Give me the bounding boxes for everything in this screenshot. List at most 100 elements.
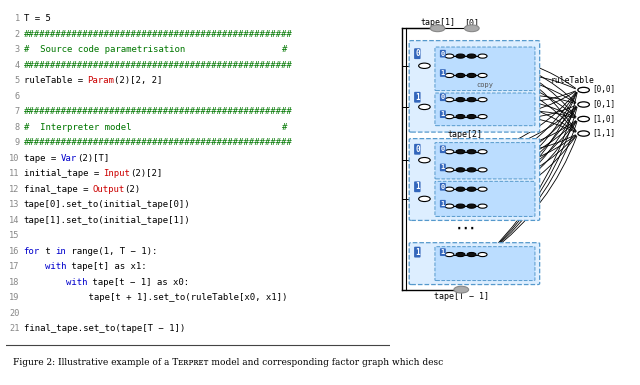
Text: tape =: tape = <box>24 154 61 163</box>
FancyBboxPatch shape <box>435 142 535 179</box>
Text: (2)[2]: (2)[2] <box>130 169 162 178</box>
Text: 12: 12 <box>10 185 20 194</box>
Text: 13: 13 <box>10 200 20 209</box>
Text: 8: 8 <box>15 123 20 132</box>
Circle shape <box>478 253 487 256</box>
Text: copy: copy <box>476 82 493 87</box>
Text: tape[t + 1].set_to(ruleTable[x0, x1]): tape[t + 1].set_to(ruleTable[x0, x1]) <box>24 293 287 302</box>
Circle shape <box>454 286 468 293</box>
Text: ⋯: ⋯ <box>456 218 475 238</box>
Circle shape <box>467 115 476 119</box>
Circle shape <box>478 168 487 172</box>
Text: tape[2]: tape[2] <box>448 130 483 139</box>
Text: T = 5: T = 5 <box>24 15 51 23</box>
Text: 18: 18 <box>10 278 20 287</box>
FancyBboxPatch shape <box>435 93 535 126</box>
Text: 3: 3 <box>15 45 20 54</box>
Circle shape <box>467 98 476 102</box>
Text: 21: 21 <box>10 324 20 333</box>
Circle shape <box>456 74 465 77</box>
Text: range(1, T − 1):: range(1, T − 1): <box>66 247 157 256</box>
Text: 1: 1 <box>441 70 445 76</box>
Text: Figure 2: Illustrative example of a Tᴇʀᴘʀᴇᴛ model and corresponding factor graph: Figure 2: Illustrative example of a Tᴇʀᴘ… <box>13 358 443 367</box>
Circle shape <box>430 25 445 32</box>
Text: final_tape.set_to(tape[T − 1]): final_tape.set_to(tape[T − 1]) <box>24 324 185 333</box>
Text: initial_tape =: initial_tape = <box>24 169 104 178</box>
Text: [0,0]: [0,0] <box>592 85 615 94</box>
Text: Param: Param <box>87 77 114 85</box>
Circle shape <box>467 74 476 77</box>
Circle shape <box>456 168 465 172</box>
FancyBboxPatch shape <box>435 47 535 90</box>
Text: tape[0].set_to(initial_tape[0]): tape[0].set_to(initial_tape[0]) <box>24 200 190 209</box>
Text: 16: 16 <box>10 247 20 256</box>
Text: 4: 4 <box>15 61 20 70</box>
Text: with: with <box>45 262 67 271</box>
Text: 2: 2 <box>15 30 20 39</box>
Circle shape <box>456 187 465 191</box>
Text: 20: 20 <box>10 309 20 318</box>
Circle shape <box>445 115 454 119</box>
Text: 1: 1 <box>441 249 445 255</box>
Text: Var: Var <box>61 154 77 163</box>
Text: 17: 17 <box>10 262 20 271</box>
Text: 6: 6 <box>15 92 20 101</box>
Text: 0: 0 <box>415 49 420 58</box>
Text: 1: 1 <box>441 111 445 117</box>
Text: 1: 1 <box>15 15 20 23</box>
Circle shape <box>445 253 454 256</box>
Circle shape <box>456 204 465 208</box>
Circle shape <box>419 104 430 110</box>
Circle shape <box>478 150 487 154</box>
Circle shape <box>445 98 454 102</box>
Circle shape <box>578 102 589 107</box>
Circle shape <box>478 115 487 119</box>
Circle shape <box>578 116 589 122</box>
Text: Output: Output <box>93 185 125 194</box>
Circle shape <box>456 54 465 58</box>
Text: 1: 1 <box>415 248 420 257</box>
Circle shape <box>456 115 465 119</box>
Circle shape <box>419 63 430 69</box>
Circle shape <box>478 54 487 58</box>
Circle shape <box>478 204 487 208</box>
Text: [0]: [0] <box>464 18 479 27</box>
FancyBboxPatch shape <box>409 40 540 132</box>
Circle shape <box>578 87 589 93</box>
Circle shape <box>456 150 465 154</box>
Circle shape <box>445 74 454 77</box>
Text: 19: 19 <box>10 293 20 302</box>
Circle shape <box>445 204 454 208</box>
Text: 9: 9 <box>15 138 20 147</box>
Text: ruleTable =: ruleTable = <box>24 77 88 85</box>
Circle shape <box>578 131 589 136</box>
Text: t: t <box>40 247 56 256</box>
Circle shape <box>467 187 476 191</box>
Text: [1,1]: [1,1] <box>592 129 615 138</box>
Text: 7: 7 <box>15 107 20 116</box>
Circle shape <box>467 253 476 256</box>
Text: final_tape =: final_tape = <box>24 185 93 194</box>
Text: ##################################################: ########################################… <box>24 138 292 147</box>
Circle shape <box>419 157 430 163</box>
Circle shape <box>467 54 476 58</box>
Text: ruleTable: ruleTable <box>550 76 595 85</box>
Text: 0: 0 <box>441 146 445 152</box>
FancyBboxPatch shape <box>409 243 540 285</box>
Text: tape[T − 1]: tape[T − 1] <box>434 292 489 301</box>
Text: (2)[T]: (2)[T] <box>77 154 109 163</box>
Circle shape <box>445 187 454 191</box>
Circle shape <box>467 150 476 154</box>
FancyBboxPatch shape <box>409 139 540 221</box>
Text: [0,1]: [0,1] <box>592 100 615 109</box>
Text: 10: 10 <box>10 154 20 163</box>
Text: 14: 14 <box>10 216 20 225</box>
Text: #  Interpreter model                            #: # Interpreter model # <box>24 123 287 132</box>
Text: 1: 1 <box>441 164 445 171</box>
Text: ##################################################: ########################################… <box>24 107 292 116</box>
Text: in: in <box>56 247 66 256</box>
Text: 0: 0 <box>441 51 445 57</box>
Circle shape <box>478 98 487 102</box>
Circle shape <box>445 54 454 58</box>
Text: 15: 15 <box>10 231 20 240</box>
